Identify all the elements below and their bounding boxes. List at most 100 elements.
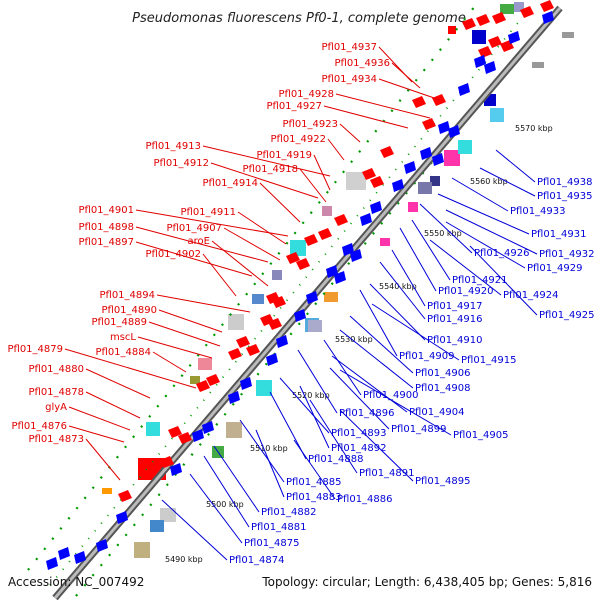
leader-line: [135, 209, 289, 237]
feature-block: [532, 62, 544, 68]
feature-block: [256, 380, 272, 396]
leader-line: [419, 203, 473, 254]
reverse-gene-label: Pfl01_4883: [286, 492, 342, 503]
leader-line: [68, 425, 125, 443]
forward-gene-arrow: [118, 490, 132, 502]
reverse-gene-arrow: [266, 353, 278, 366]
forward-gene-label: Pfl01_4889: [91, 317, 147, 328]
reverse-gene-label: Pfl01_4891: [359, 468, 415, 479]
reverse-gene-label: Pfl01_4896: [339, 408, 395, 419]
reverse-gene-label: Pfl01_4915: [461, 355, 517, 366]
map-title: Pseudomonas fluorescens Pf0-1, complete …: [132, 11, 466, 26]
forward-gene-arrow: [462, 18, 476, 30]
forward-gene-arrow: [520, 6, 534, 18]
leader-line: [189, 473, 243, 544]
leader-line: [429, 239, 502, 296]
leader-line: [329, 367, 390, 430]
reverse-gene-arrow: [484, 61, 496, 74]
leader-line: [379, 261, 426, 320]
reverse-gene-arrow: [306, 291, 318, 304]
leader-line: [469, 245, 538, 316]
reverse-gene-arrow: [420, 147, 432, 160]
feature-block: [102, 488, 112, 494]
forward-gene-label: Pfl01_4934: [321, 74, 377, 85]
reverse-gene-label: Pfl01_4875: [244, 538, 300, 549]
reverse-gene-label: Pfl01_4938: [537, 177, 593, 188]
reverse-gene-label: Pfl01_4888: [308, 454, 364, 465]
forward-gene-label: Pfl01_4923: [282, 119, 338, 130]
leader-line: [339, 123, 361, 143]
leader-line: [349, 315, 414, 374]
leader-line: [202, 253, 237, 297]
forward-gene-arrow: [286, 252, 300, 264]
leader-line: [135, 226, 269, 263]
forward-gene-arrow: [168, 426, 182, 438]
leader-line: [299, 168, 327, 203]
kbp-tick-label: 5540 kbp: [379, 282, 417, 291]
feature-block: [322, 206, 332, 216]
leader-line: [68, 406, 131, 431]
feature-block: [380, 238, 390, 246]
reverse-gene-label: Pfl01_4906: [415, 368, 471, 379]
reverse-gene-label: Pfl01_4929: [527, 263, 583, 274]
reverse-gene-arrow: [508, 31, 520, 44]
feature-block: [308, 320, 322, 332]
forward-gene-label: Pfl01_4902: [145, 249, 201, 260]
reverse-gene-arrow: [458, 83, 470, 96]
leader-line: [339, 329, 414, 389]
leader-line: [323, 105, 409, 129]
reverse-gene-labels: Pfl01_4938 Pfl01_4935 Pfl01_4933 Pfl01_4931…: [161, 149, 595, 566]
kbp-tick-label: 5510 kbp: [250, 444, 288, 453]
reverse-gene-label: Pfl01_4904: [409, 407, 465, 418]
leader-line: [323, 339, 362, 396]
feature-block: [490, 108, 504, 122]
reverse-gene-label: Pfl01_4909: [399, 351, 455, 362]
forward-gene-label: Pfl01_4898: [78, 222, 134, 233]
forward-gene-label: Pfl01_4914: [202, 178, 258, 189]
forward-gene-label: Pfl01_4922: [270, 134, 326, 145]
leader-line: [152, 351, 187, 373]
forward-gene-label: Pfl01_4912: [153, 158, 209, 169]
leader-line: [391, 62, 421, 89]
leader-line: [313, 154, 331, 191]
forward-gene-arrow: [304, 234, 318, 246]
leader-line: [445, 221, 526, 269]
forward-gene-arrow: [370, 176, 384, 188]
genome-backbone-highlight: [53, 7, 562, 599]
feature-block: [272, 270, 282, 280]
reverse-gene-arrow: [96, 539, 108, 552]
forward-gene-arrow: [318, 228, 332, 240]
reverse-gene-label: Pfl01_4893: [331, 428, 387, 439]
reverse-gene-label: Pfl01_4924: [503, 290, 559, 301]
forward-gene-arrow: [160, 456, 174, 468]
leader-line: [339, 409, 414, 482]
forward-gene-label: Pfl01_4878: [28, 387, 84, 398]
leader-line: [64, 348, 197, 389]
forward-gene-label: Pfl01_4913: [145, 141, 201, 152]
feature-block: [198, 358, 212, 370]
forward-gene-arrow: [362, 168, 376, 180]
forward-gene-label: mscL: [110, 332, 136, 343]
forward-gene-arrow: [196, 380, 210, 392]
kbp-tick-label: 5560 kbp: [470, 177, 508, 186]
reverse-gene-label: Pfl01_4905: [453, 430, 509, 441]
reverse-gene-arrow: [202, 421, 214, 434]
leader-line: [210, 162, 319, 199]
leader-line: [237, 211, 287, 245]
forward-gene-arrow: [296, 258, 310, 270]
feature-block: [226, 422, 242, 438]
forward-gene-arrow: [422, 118, 436, 130]
inner-track-dots: [27, 5, 476, 571]
gene-features: [102, 2, 574, 558]
forward-gene-arrow: [272, 296, 286, 308]
leader-line: [297, 349, 338, 414]
reverse-gene-label: Pfl01_4881: [251, 522, 307, 533]
kbp-ticks: 5490 kbp 5500 kbp 5510 kbp 5520 kbp 5530 kbp…: [165, 124, 553, 564]
feature-block: [346, 172, 366, 190]
forward-gene-label: glyA: [45, 402, 67, 413]
feature-block: [472, 30, 486, 44]
forward-gene-label: Pfl01_4911: [180, 207, 236, 218]
reverse-gene-arrow: [448, 125, 460, 138]
leader-line: [339, 369, 452, 436]
reverse-gene-arrow: [542, 11, 554, 24]
